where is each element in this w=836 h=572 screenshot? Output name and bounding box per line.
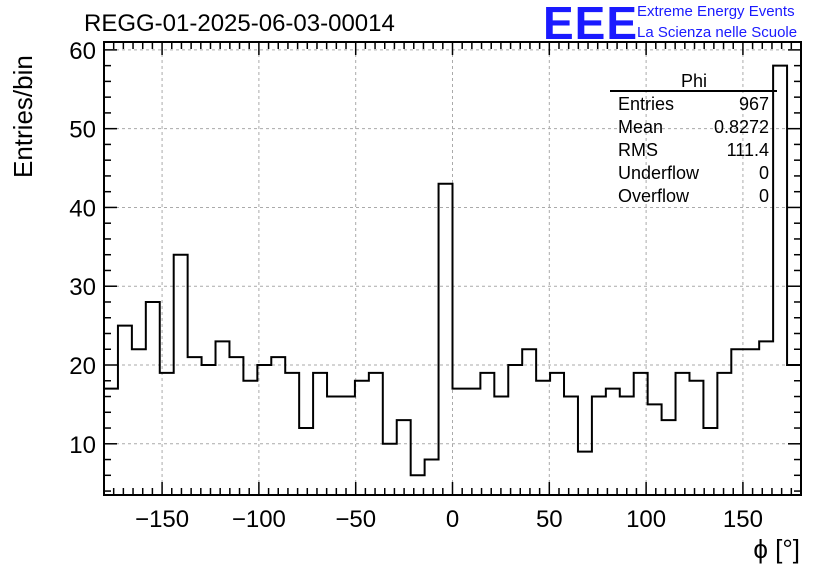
stats-title: Phi: [681, 71, 707, 91]
x-tick-label: −100: [232, 506, 286, 533]
x-tick-label: 150: [723, 506, 763, 533]
stats-value: 111.4: [727, 140, 769, 160]
stats-rows: Entries 967 Mean 0.8272 RMS 111.4 Underflow 0 Ov…: [618, 94, 769, 206]
y-tick-label: 40: [69, 195, 96, 222]
stats-label: Overflow: [618, 186, 690, 206]
stats-label: Mean: [618, 117, 663, 137]
x-tick-label: −50: [335, 506, 376, 533]
stats-value: 967: [739, 94, 769, 114]
x-tick-labels: −150 −100 −50 0 50 100 150: [135, 506, 763, 533]
stats-box: Phi Entries 967 Mean 0.8272 RMS 111.4 Underflo…: [610, 71, 777, 206]
eee-logo: EEE: [543, 0, 639, 49]
x-tick-label: 50: [536, 506, 563, 533]
y-tick-label: 10: [69, 432, 96, 459]
y-tick-labels: 10 20 30 40 50 60: [69, 38, 96, 459]
x-axis-title: ϕ [°]: [753, 534, 800, 564]
y-axis-title: Entries/bin: [8, 55, 38, 178]
histogram-outline: [103, 64, 802, 495]
stats-label: Entries: [618, 94, 674, 114]
y-tick-label: 50: [69, 117, 96, 144]
logo-subtitle-1: Extreme Energy Events: [637, 3, 795, 20]
y-tick-label: 30: [69, 274, 96, 301]
y-tick-label: 60: [69, 38, 96, 65]
stats-value: 0: [759, 163, 769, 183]
logo-subtitle-2: La Scienza nelle Scuole: [637, 24, 798, 41]
stats-value: 0: [759, 186, 769, 206]
y-tick-label: 20: [69, 353, 96, 380]
x-tick-label: 0: [446, 506, 459, 533]
axis-ticks: [104, 42, 801, 495]
stats-label: Underflow: [618, 163, 700, 183]
run-title: REGG-01-2025-06-03-00014: [84, 10, 395, 37]
x-tick-label: 100: [626, 506, 666, 533]
x-tick-label: −150: [135, 506, 189, 533]
stats-value: 0.8272: [714, 117, 769, 137]
stats-label: RMS: [618, 140, 658, 160]
